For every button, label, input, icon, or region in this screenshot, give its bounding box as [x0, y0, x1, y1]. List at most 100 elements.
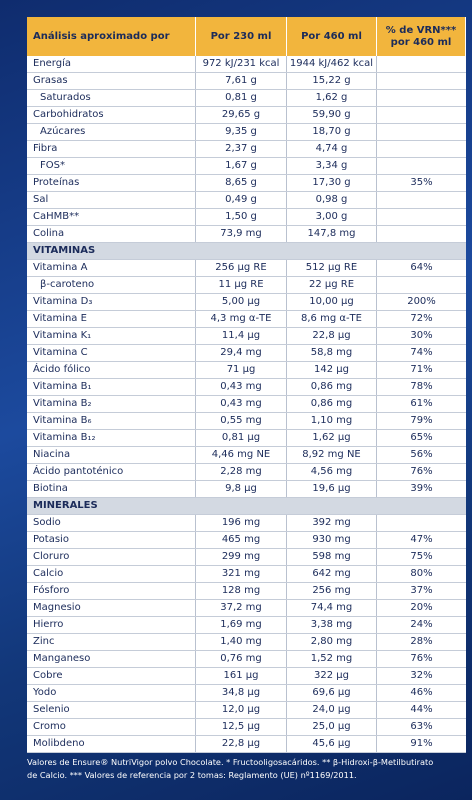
nutrient-name: Hierro: [27, 617, 196, 633]
value-cell: 1,50 g: [196, 209, 287, 225]
value-cell: 512 µg RE: [287, 260, 377, 276]
nutrient-name: Energía: [27, 56, 196, 72]
value-cell: 392 mg: [287, 515, 377, 531]
value-cell: 7,61 g: [196, 73, 287, 89]
nutrient-name: Vitamina B₆: [27, 413, 196, 429]
nutrient-name: Biotina: [27, 481, 196, 497]
value-cell: 1,40 mg: [196, 634, 287, 650]
value-cell: 20%: [410, 602, 433, 613]
value-cell: 65%: [410, 432, 433, 443]
value-cell: 75%: [410, 551, 433, 562]
value-cell: 1,69 mg: [196, 617, 287, 633]
table-row: Niacina 4,46 mg NE 8,92 mg NE 56%: [27, 447, 466, 464]
empty-cell: [377, 90, 466, 106]
nutrient-name: Vitamina A: [27, 260, 196, 276]
value-cell: 12,0 µg: [196, 702, 287, 718]
table-row: Molibdeno 22,8 µg 45,6 µg 91%: [27, 736, 466, 753]
value-cell: 128 mg: [196, 583, 287, 599]
value-cell: 256 mg: [287, 583, 377, 599]
value-cell: 1,52 mg: [287, 651, 377, 667]
footnote-line: Valores de Ensure® NutriVigor polvo Choc…: [27, 757, 434, 767]
table-row: Ácido pantoténico 2,28 mg 4,56 mg 76%: [27, 464, 466, 481]
value-cell: 196 mg: [196, 515, 287, 531]
value-cell: 29,65 g: [196, 107, 287, 123]
value-cell: 8,6 mg α-TE: [287, 311, 377, 327]
value-cell: 0,43 mg: [196, 379, 287, 395]
value-cell: 161 µg: [196, 668, 287, 684]
value-cell: 18,70 g: [287, 124, 377, 140]
value-cell: 3,38 mg: [287, 617, 377, 633]
value-cell: 22 µg RE: [287, 277, 377, 293]
empty-cell: [377, 73, 466, 89]
table-row: Manganeso 0,76 mg 1,52 mg 76%: [27, 651, 466, 668]
value-cell: 58,8 mg: [287, 345, 377, 361]
nutrient-name: Vitamina K₁: [27, 328, 196, 344]
section-header: VITAMINAS: [27, 243, 466, 260]
table-row: Ácido fólico 71 µg 142 µg 71%: [27, 362, 466, 379]
value-cell: 24%: [410, 619, 433, 630]
table-row: Potasio 465 mg 930 mg 47%: [27, 532, 466, 549]
nutrient-name: Selenio: [27, 702, 196, 718]
value-cell: 3,00 g: [287, 209, 377, 225]
table-row: Energía 972 kJ/231 kcal 1944 kJ/462 kcal: [27, 56, 466, 73]
footnote-line: de Calcio. *** Valores de referencia por…: [27, 770, 357, 780]
value-cell: 465 mg: [196, 532, 287, 548]
nutrient-name: Vitamina B₂: [27, 396, 196, 412]
empty-cell: [377, 515, 466, 531]
nutrient-name: Sodio: [27, 515, 196, 531]
table-row: Carbohidratos 29,65 g 59,90 g: [27, 107, 466, 124]
nutrient-name: Vitamina B₁₂: [27, 430, 196, 446]
value-cell: 74%: [410, 347, 433, 358]
value-cell: 76%: [410, 466, 433, 477]
value-cell: 25,0 µg: [287, 719, 377, 735]
empty-cell: [377, 277, 466, 293]
value-cell: 22,8 µg: [287, 328, 377, 344]
table-row: Cloruro 299 mg 598 mg 75%: [27, 549, 466, 566]
table-row: Grasas 7,61 g 15,22 g: [27, 73, 466, 90]
value-cell: 0,49 g: [196, 192, 287, 208]
nutrient-name: Potasio: [27, 532, 196, 548]
value-cell: 76%: [410, 653, 433, 664]
value-cell: 0,76 mg: [196, 651, 287, 667]
value-cell: 0,86 mg: [287, 396, 377, 412]
value-cell: 44%: [410, 704, 433, 715]
value-cell: 142 µg: [287, 362, 377, 378]
header-row: Análisis aproximado por Por 230 ml Por 460…: [27, 17, 466, 56]
value-cell: 0,98 g: [287, 192, 377, 208]
value-cell: 46%: [410, 687, 433, 698]
table-row: Zinc 1,40 mg 2,80 mg 28%: [27, 634, 466, 651]
table-row: Colina 73,9 mg 147,8 mg: [27, 226, 466, 243]
nutrient-name: Grasas: [27, 73, 196, 89]
value-cell: 10,00 µg: [287, 294, 377, 310]
nutrient-name: Cloruro: [27, 549, 196, 565]
table-row: Calcio 321 mg 642 mg 80%: [27, 566, 466, 583]
nutrient-name: Fibra: [27, 141, 196, 157]
table-row: Saturados 0,81 g 1,62 g: [27, 90, 466, 107]
header-cell: Análisis aproximado por: [27, 17, 196, 56]
table-row: Selenio 12,0 µg 24,0 µg 44%: [27, 702, 466, 719]
value-cell: 35%: [410, 177, 433, 188]
value-cell: 15,22 g: [287, 73, 377, 89]
value-cell: 0,43 mg: [196, 396, 287, 412]
value-cell: 39%: [410, 483, 433, 494]
nutrient-name: Saturados: [27, 90, 196, 106]
value-cell: 37,2 mg: [196, 600, 287, 616]
value-cell: 8,65 g: [196, 175, 287, 191]
value-cell: 1,10 mg: [287, 413, 377, 429]
table-row: Proteínas 8,65 g 17,30 g 35%: [27, 175, 466, 192]
empty-cell: [377, 124, 466, 140]
value-cell: 1,62 µg: [287, 430, 377, 446]
empty-cell: [377, 192, 466, 208]
table-row: Vitamina B₆ 0,55 mg 1,10 mg 79%: [27, 413, 466, 430]
nutrient-name: CaHMB**: [27, 209, 196, 225]
value-cell: 32%: [410, 670, 433, 681]
value-cell: 78%: [410, 381, 433, 392]
value-cell: 598 mg: [287, 549, 377, 565]
value-cell: 29,4 mg: [196, 345, 287, 361]
table-row: Vitamina D₃ 5,00 µg 10,00 µg 200%: [27, 294, 466, 311]
nutrient-name: Proteínas: [27, 175, 196, 191]
value-cell: 321 mg: [196, 566, 287, 582]
value-cell: 37%: [410, 585, 433, 596]
table-row: Vitamina E 4,3 mg α-TE 8,6 mg α-TE 72%: [27, 311, 466, 328]
value-cell: 24,0 µg: [287, 702, 377, 718]
